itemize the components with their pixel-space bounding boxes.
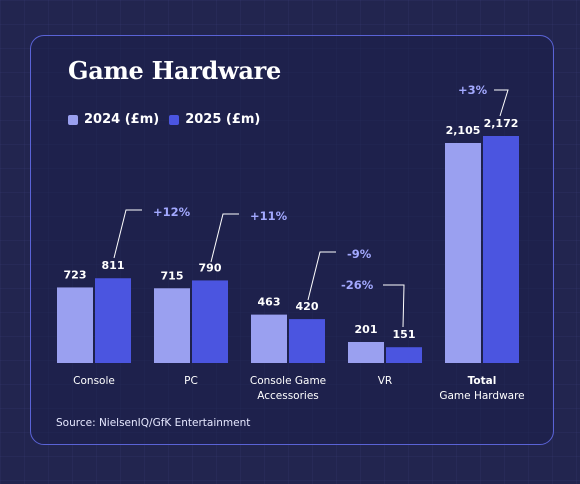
bar-value-label-3-1: 151 xyxy=(393,328,416,341)
bar-value-label-4-1: 2,172 xyxy=(484,117,519,130)
category-label-4-1: Game Hardware xyxy=(439,390,524,402)
legend-swatch-2024 xyxy=(68,114,78,125)
bar-0-1 xyxy=(95,278,131,363)
legend-label-2024: 2024 (£m) xyxy=(84,112,160,127)
legend-label-2025: 2025 (£m) xyxy=(185,112,261,127)
category-label-3-0: VR xyxy=(378,375,392,387)
change-label-1: +11% xyxy=(250,209,288,223)
bar-4-0 xyxy=(445,143,481,363)
legend-item-2025: 2025 (£m) xyxy=(169,112,260,127)
bar-value-label-2-1: 420 xyxy=(296,300,319,313)
bar-value-label-1-0: 715 xyxy=(161,269,184,282)
bar-value-label-4-0: 2,105 xyxy=(446,124,481,137)
chart-title: Game Hardware xyxy=(68,56,281,85)
category-label-2-0: Console Game xyxy=(250,375,326,387)
bar-1-0 xyxy=(154,288,190,363)
bar-1-1 xyxy=(192,280,228,363)
legend: 2024 (£m) 2025 (£m) xyxy=(68,112,260,127)
category-label-2-1: Accessories xyxy=(257,390,319,402)
bar-value-label-2-0: 463 xyxy=(258,296,281,309)
change-label-3: -26% xyxy=(341,278,374,292)
change-label-4: +3% xyxy=(458,83,488,97)
legend-item-2024: 2024 (£m) xyxy=(68,112,159,127)
bar-value-label-1-1: 790 xyxy=(199,261,222,274)
bar-0-0 xyxy=(57,287,93,363)
bar-value-label-3-0: 201 xyxy=(355,323,378,336)
change-leader-line-0 xyxy=(113,209,142,259)
bar-value-label-0-1: 811 xyxy=(102,259,125,272)
change-label-2: -9% xyxy=(347,247,372,261)
change-leader-line-3 xyxy=(383,284,405,328)
bar-value-label-0-0: 723 xyxy=(64,268,87,281)
category-label-4-0: Total xyxy=(468,375,497,387)
change-leader-line-1 xyxy=(210,213,239,263)
category-label-0-0: Console xyxy=(73,375,115,387)
change-leader-line-2 xyxy=(307,251,336,301)
bar-3-0 xyxy=(348,341,384,363)
source-note: Source: NielsenIQ/GfK Entertainment xyxy=(56,417,251,429)
bar-2-1 xyxy=(289,319,325,363)
legend-swatch-2025 xyxy=(169,114,180,125)
category-label-1-0: PC xyxy=(184,375,198,387)
bar-2-0 xyxy=(251,314,287,363)
change-label-0: +12% xyxy=(153,205,191,219)
bar-4-1 xyxy=(483,136,519,363)
change-leader-line-4 xyxy=(494,89,509,117)
bar-3-1 xyxy=(386,347,422,363)
